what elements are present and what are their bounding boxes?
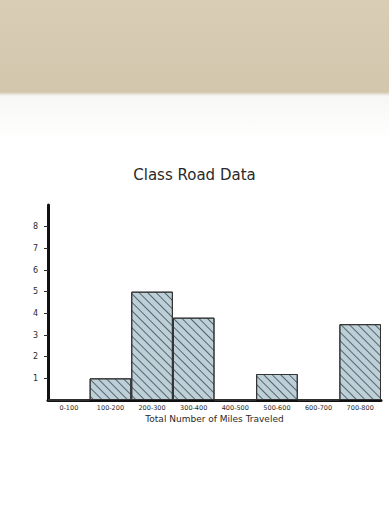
svg-text:3: 3 <box>33 331 38 340</box>
svg-text:400-500: 400-500 <box>222 404 249 412</box>
svg-text:5: 5 <box>33 287 38 296</box>
svg-text:1: 1 <box>33 374 38 383</box>
svg-text:100-200: 100-200 <box>97 404 124 412</box>
svg-text:Class Road Data: Class Road Data <box>133 166 255 184</box>
svg-text:200-300: 200-300 <box>138 404 165 412</box>
svg-text:500-600: 500-600 <box>263 404 290 412</box>
svg-text:2: 2 <box>33 352 38 361</box>
svg-text:300-400: 300-400 <box>180 404 207 412</box>
svg-text:Total Number of Miles Traveled: Total Number of Miles Traveled <box>144 414 283 424</box>
svg-text:700-800: 700-800 <box>347 404 374 412</box>
svg-text:0-100: 0-100 <box>59 404 78 412</box>
svg-text:7: 7 <box>33 244 38 253</box>
svg-text:4: 4 <box>33 309 38 318</box>
svg-text:8: 8 <box>33 222 38 231</box>
svg-text:6: 6 <box>33 266 38 275</box>
svg-text:600-700: 600-700 <box>305 404 332 412</box>
